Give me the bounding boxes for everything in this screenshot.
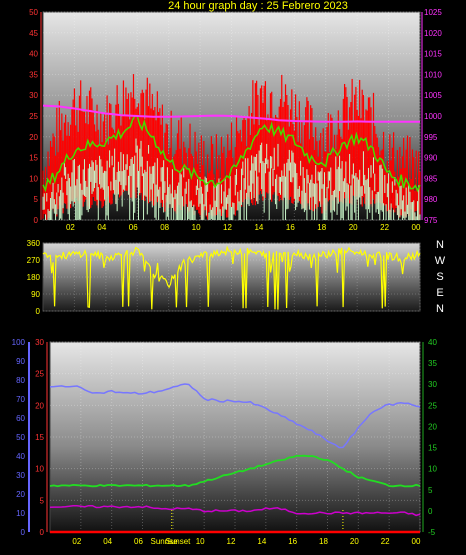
humidity-tick-label: 10: [16, 509, 25, 518]
wind-average-line: [42, 115, 421, 193]
direction-tick-label: 360: [27, 239, 41, 248]
pressure-tick-label: 1010: [424, 70, 442, 79]
pressure-tick-label: 980: [424, 195, 438, 204]
wind-speed-tick-label: 40: [29, 50, 38, 59]
temperature-tick-label: 25: [428, 401, 437, 410]
pressure-tick-label: 985: [424, 174, 438, 183]
pressure-tick-label: 1025: [424, 8, 442, 17]
time-tick-label: 14: [257, 537, 266, 546]
pressure-tick-label: 1015: [424, 50, 442, 59]
rain-tick-label: 30: [35, 338, 44, 347]
time-tick-label: 04: [97, 223, 106, 232]
time-tick-label: 16: [286, 223, 295, 232]
direction-tick-label: 270: [27, 256, 41, 265]
humidity-tick-label: 100: [12, 338, 26, 347]
rain-tick-label: 5: [40, 496, 45, 505]
rain-tick-label: 15: [35, 433, 44, 442]
time-tick-label: 20: [349, 223, 358, 232]
dewpoint-line: [49, 504, 421, 517]
wind-speed-tick-label: 50: [29, 8, 38, 17]
sunrise-label: Sunrise: [151, 537, 179, 546]
temperature-tick-label: 0: [428, 507, 433, 516]
temperature-tick-label: 5: [428, 486, 433, 495]
time-tick-label: 22: [380, 223, 389, 232]
humidity-temperature-panel: 0102030405060708090100051015202530-50510…: [12, 338, 438, 546]
rain-tick-label: 20: [35, 401, 44, 410]
humidity-tick-label: 50: [16, 433, 25, 442]
time-tick-label: 00: [412, 537, 421, 546]
pressure-line: [42, 104, 420, 123]
humidity-tick-label: 20: [16, 490, 25, 499]
wind-direction-line: [42, 245, 421, 310]
wind-speed-tick-label: 0: [34, 216, 39, 225]
time-tick-label: 00: [412, 223, 421, 232]
wind-pressure-panel: 0510152025303540455097598098599099510001…: [29, 8, 442, 232]
temperature-tick-label: 30: [428, 380, 437, 389]
rain-tick-label: 10: [35, 465, 44, 474]
humidity-tick-label: 40: [16, 452, 25, 461]
chart-title: 24 hour graph day : 25 Febrero 2023: [168, 0, 348, 12]
humidity-tick-label: 70: [16, 395, 25, 404]
rain-tick-label: 25: [35, 370, 44, 379]
pressure-tick-label: 990: [424, 154, 438, 163]
humidity-tick-label: 60: [16, 414, 25, 423]
compass-label: N: [436, 239, 444, 251]
temperature-line: [49, 454, 421, 488]
rain-tick-label: 0: [40, 528, 45, 537]
wind-speed-tick-label: 15: [29, 154, 38, 163]
pressure-tick-label: 1000: [424, 112, 442, 121]
humidity-tick-label: 90: [16, 357, 25, 366]
temperature-tick-label: 40: [428, 338, 437, 347]
sunset-label: Sunset: [166, 537, 192, 546]
wind-speed-tick-label: 20: [29, 133, 38, 142]
time-tick-label: 08: [160, 223, 169, 232]
time-tick-label: 18: [319, 537, 328, 546]
direction-tick-label: 0: [36, 307, 41, 316]
wind-speed-tick-label: 45: [29, 29, 38, 38]
time-tick-label: 18: [317, 223, 326, 232]
time-tick-label: 16: [288, 537, 297, 546]
time-tick-label: 02: [72, 537, 81, 546]
temperature-tick-label: 10: [428, 465, 437, 474]
time-tick-label: 12: [223, 223, 232, 232]
time-tick-label: 14: [254, 223, 263, 232]
wind-speed-tick-label: 10: [29, 174, 38, 183]
time-tick-label: 02: [66, 223, 75, 232]
compass-label: E: [436, 287, 443, 299]
temperature-tick-label: 35: [428, 359, 437, 368]
wind-speed-tick-label: 30: [29, 91, 38, 100]
temperature-tick-label: 15: [428, 444, 437, 453]
time-tick-label: 10: [196, 537, 205, 546]
direction-tick-label: 180: [27, 273, 41, 282]
time-tick-label: 10: [192, 223, 201, 232]
humidity-temperature-plot-area: [49, 341, 421, 533]
wind-speed-tick-label: 25: [29, 112, 38, 121]
pressure-tick-label: 975: [424, 216, 438, 225]
wind-speed-tick-label: 5: [34, 195, 39, 204]
time-tick-label: 20: [350, 537, 359, 546]
compass-label: N: [436, 303, 444, 315]
temperature-tick-label: -5: [428, 528, 436, 537]
time-tick-label: 12: [227, 537, 236, 546]
wind-speed-tick-label: 35: [29, 70, 38, 79]
time-tick-label: 06: [134, 537, 143, 546]
humidity-tick-label: 30: [16, 471, 25, 480]
pressure-tick-label: 1020: [424, 29, 442, 38]
time-tick-label: 06: [129, 223, 138, 232]
humidity-line: [49, 383, 421, 449]
humidity-tick-label: 80: [16, 376, 25, 385]
compass-label: W: [435, 255, 446, 267]
pressure-tick-label: 995: [424, 133, 438, 142]
compass-label: S: [436, 271, 443, 283]
pressure-tick-label: 1005: [424, 91, 442, 100]
humidity-tick-label: 0: [21, 528, 26, 537]
direction-tick-label: 90: [31, 290, 40, 299]
time-tick-label: 04: [103, 537, 112, 546]
time-tick-label: 22: [381, 537, 390, 546]
temperature-tick-label: 20: [428, 422, 437, 431]
